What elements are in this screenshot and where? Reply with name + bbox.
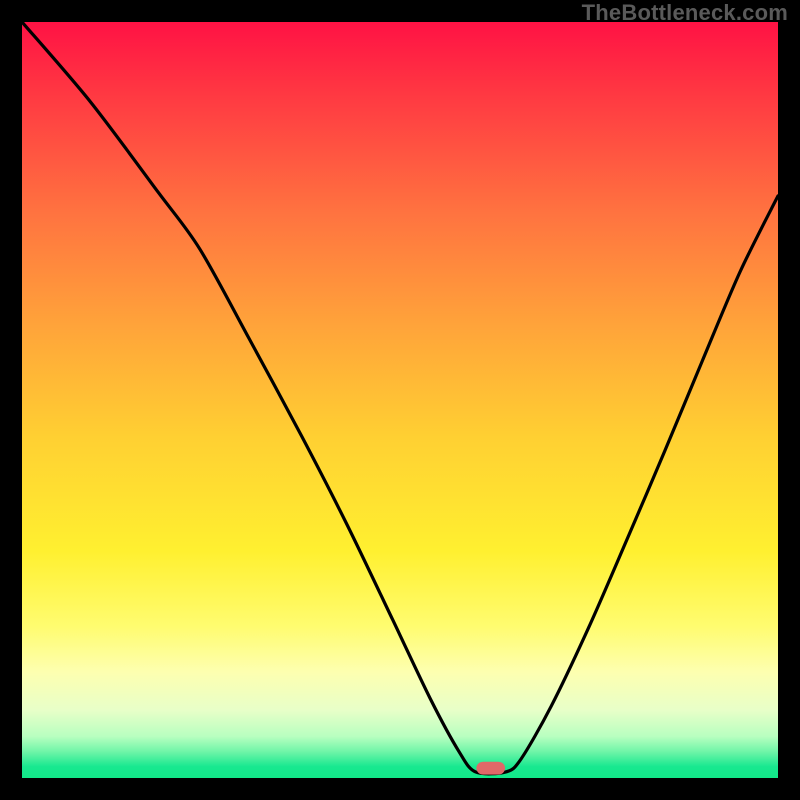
chart-svg (0, 0, 800, 800)
watermark-text: TheBottleneck.com (582, 0, 788, 26)
plot-background (22, 22, 778, 778)
chart-frame: TheBottleneck.com (0, 0, 800, 800)
optimum-marker (476, 762, 505, 775)
